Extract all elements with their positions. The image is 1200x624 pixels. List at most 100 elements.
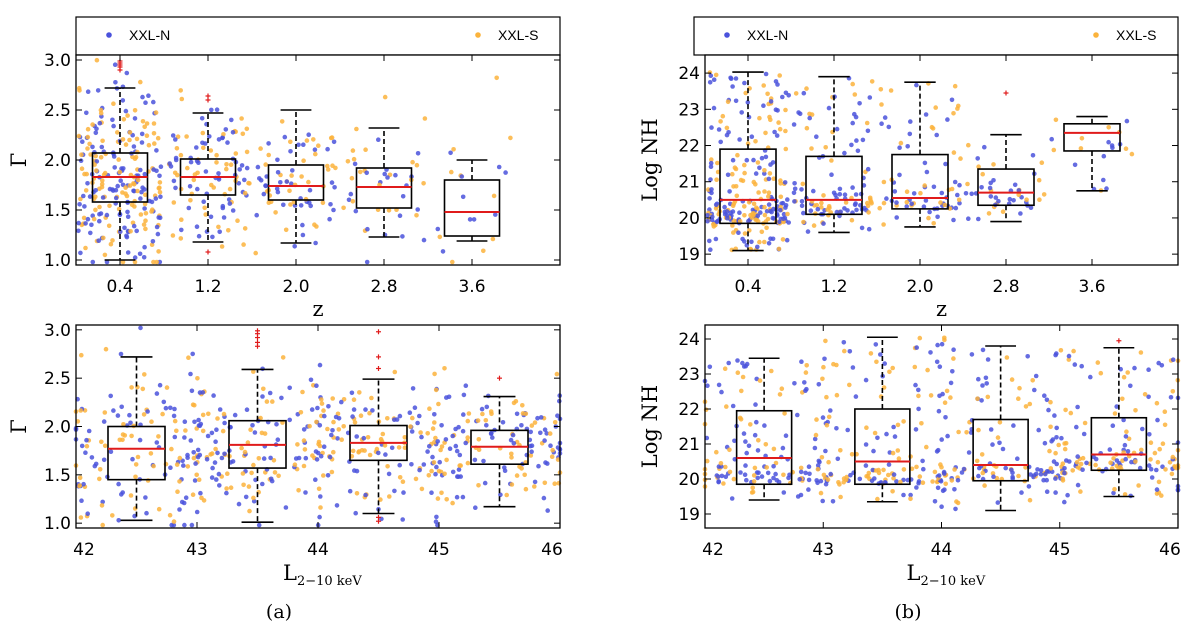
scatter-point <box>1081 431 1087 437</box>
scatter-point <box>1042 440 1048 446</box>
scatter-point <box>295 442 300 447</box>
box-iqr <box>1090 416 1148 472</box>
scatter-point <box>460 194 466 200</box>
scatter-point <box>877 205 882 211</box>
scatter-point <box>766 194 771 199</box>
scatter-point <box>942 335 947 341</box>
x-tick-label: 44 <box>307 540 329 560</box>
scatter-point <box>1066 353 1072 359</box>
scatter-point <box>82 171 87 177</box>
scatter-point <box>383 452 388 457</box>
scatter-point <box>1053 352 1058 358</box>
scatter-point <box>1108 460 1113 466</box>
scatter-point <box>762 171 767 176</box>
scatter-point <box>111 123 116 129</box>
scatter-point <box>203 169 209 174</box>
scatter-point <box>143 100 148 105</box>
scatter-point <box>855 148 861 154</box>
scatter-point <box>807 471 812 477</box>
box-iqr <box>267 164 325 201</box>
scatter-point <box>154 440 160 445</box>
scatter-point <box>771 464 776 469</box>
scatter-point <box>120 98 126 103</box>
scatter-point <box>1009 377 1015 382</box>
scatter-point <box>979 452 985 457</box>
scatter-point <box>964 430 969 435</box>
scatter-point <box>1112 486 1117 492</box>
scatter-point <box>313 449 319 454</box>
scatter-point <box>345 159 351 164</box>
scatter-point <box>288 202 293 207</box>
scatter-point <box>847 349 853 354</box>
scatter-point <box>1091 454 1096 460</box>
scatter-point <box>778 178 783 183</box>
scatter-point <box>178 152 184 158</box>
scatter-point <box>283 505 289 510</box>
scatter-point <box>83 245 88 251</box>
scatter-point <box>321 408 326 413</box>
scatter-point <box>317 514 322 520</box>
scatter-point <box>948 380 954 386</box>
scatter-points <box>73 325 563 528</box>
scatter-point <box>91 216 97 222</box>
y-axis-label: Log NH <box>638 385 662 468</box>
scatter-point <box>151 121 157 126</box>
scatter-point <box>890 365 895 371</box>
scatter-point <box>916 393 921 399</box>
scatter-point <box>937 393 942 399</box>
scatter-point <box>744 477 749 483</box>
scatter-point <box>908 119 913 124</box>
scatter-point <box>514 411 520 417</box>
scatter-point <box>834 362 839 368</box>
scatter-point <box>815 206 821 212</box>
scatter-point <box>171 413 177 419</box>
scatter-point <box>1053 117 1059 123</box>
scatter-point <box>301 463 307 469</box>
scatter-point <box>409 429 415 434</box>
scatter-point <box>316 441 321 447</box>
scatter-point <box>987 185 993 191</box>
scatter-point <box>77 475 83 481</box>
scatter-point <box>873 342 879 347</box>
scatter-point <box>385 416 390 421</box>
scatter-point <box>713 236 719 242</box>
scatter-point <box>898 479 903 485</box>
scatter-point <box>261 386 266 392</box>
scatter-point <box>723 474 729 480</box>
scatter-point <box>764 465 769 470</box>
scatter-point <box>127 137 132 143</box>
scatter-point <box>955 477 961 483</box>
scatter-point <box>1053 476 1058 481</box>
scatter-point <box>952 179 958 185</box>
scatter-point <box>81 215 87 221</box>
scatter-point <box>1044 489 1050 495</box>
scatter-point <box>742 162 747 168</box>
scatter-point <box>709 125 714 130</box>
scatter-point <box>746 443 752 449</box>
scatter-point <box>951 217 956 223</box>
scatter-point <box>1019 490 1024 495</box>
scatter-point <box>727 447 732 453</box>
scatter-point <box>400 517 406 522</box>
scatter-point <box>157 215 163 221</box>
scatter-point <box>113 80 118 85</box>
scatter-point <box>1068 410 1074 416</box>
x-tick-label: 1.2 <box>194 277 221 297</box>
scatter-point <box>1147 432 1152 437</box>
scatter-point <box>421 237 427 243</box>
scatter-point <box>97 204 102 210</box>
scatter-point <box>210 234 215 240</box>
box-iqr <box>443 179 501 237</box>
scatter-point <box>329 180 335 185</box>
scatter-point <box>382 443 388 448</box>
scatter-point <box>550 447 555 453</box>
scatter-point <box>450 259 455 265</box>
scatter-point <box>784 237 790 243</box>
scatter-point <box>719 389 724 395</box>
scatter-point <box>304 138 310 143</box>
scatter-point <box>1072 162 1078 168</box>
scatter-point <box>825 477 831 482</box>
scatter-point <box>303 455 309 461</box>
scatter-point <box>956 197 962 203</box>
